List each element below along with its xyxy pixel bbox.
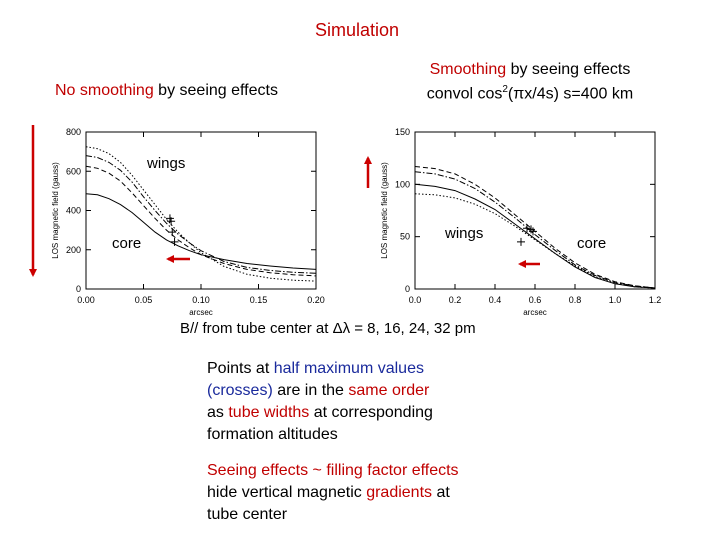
y-tick-label: 150 xyxy=(395,127,410,137)
series-line-24-pm xyxy=(85,165,317,277)
core-label-left: core xyxy=(112,235,142,252)
left-label-prefix: No xyxy=(55,82,80,99)
y-tick-label: 100 xyxy=(395,179,410,189)
half-max-cross xyxy=(517,237,525,246)
y-tick-label: 200 xyxy=(66,245,81,255)
right-label-suffix: by seeing effects xyxy=(506,61,631,78)
series-line-16-pm xyxy=(414,171,656,289)
half-max-cross xyxy=(527,225,535,234)
series-line-16-pm xyxy=(85,155,317,274)
chart-caption: B// from tube center at Δλ = 8, 16, 24, … xyxy=(180,320,476,337)
note1-line3: as tube widths at corresponding xyxy=(207,402,507,424)
right-label-formula: convol cos xyxy=(426,85,503,103)
x-tick-label: 1.0 xyxy=(609,295,622,305)
note1-text: at corresponding xyxy=(309,404,433,421)
series-line-8-pm xyxy=(85,193,317,270)
plot-frame xyxy=(85,131,317,290)
left-label-suffix: by seeing effects xyxy=(153,82,278,99)
right-label-params: (πx/4s) s=400 km xyxy=(507,85,634,103)
left-plot-label: No smoothing by seeing effects xyxy=(55,82,278,100)
x-axis-label: arcsec xyxy=(523,308,547,317)
y-tick-label: 600 xyxy=(66,166,81,176)
half-max-cross xyxy=(523,224,531,233)
y-axis-label: LOS magnetic field (gauss) xyxy=(51,162,60,259)
note1-line4: formation altitudes xyxy=(207,426,338,443)
note1-tube-widths: tube widths xyxy=(228,404,310,421)
right-label-line1: Smoothing by seeing effects xyxy=(395,60,665,80)
y-tick-label: 800 xyxy=(66,127,81,137)
note1-line2: (crosses) are in the same order xyxy=(207,380,507,402)
left-label-highlight: smoothing xyxy=(79,82,154,99)
note-half-maximum: Points at half maximum values (crosses) … xyxy=(207,358,507,446)
x-tick-label: 0.6 xyxy=(529,295,542,305)
page-title: Simulation xyxy=(314,20,400,40)
y-tick-label: 0 xyxy=(405,284,410,294)
right-label-exponent: 2 xyxy=(502,84,508,95)
note2-text: hide vertical magnetic xyxy=(207,484,367,501)
right-chart: 0.0 0.2 0.4 0.6 0.8 1.0 1.2 0 50 100 150 arcsec LOS … xyxy=(380,127,661,317)
right-label-highlight: Smoothing xyxy=(429,61,507,78)
x-tick-label: 1.2 xyxy=(649,295,662,305)
half-max-cross xyxy=(170,237,179,246)
note1-text: are in the xyxy=(272,382,349,399)
x-tick-label: 0.2 xyxy=(449,295,462,305)
x-tick-label: 0.4 xyxy=(489,295,502,305)
note2-gradients: gradients xyxy=(366,484,433,501)
note1-line1: Points at half maximum values xyxy=(207,358,507,380)
y-axis-label: LOS magnetic field (gauss) xyxy=(380,162,389,259)
note2-text: at xyxy=(432,484,450,501)
x-tick-label: 0.20 xyxy=(307,295,325,305)
core-label-right: core xyxy=(577,235,607,252)
x-tick-label: 0.05 xyxy=(135,295,153,305)
half-max-cross xyxy=(529,227,537,236)
note1-crosses: (crosses) xyxy=(207,382,273,399)
right-plot-label: Smoothing by seeing effects convol cos2(… xyxy=(395,60,665,104)
x-axis-label: arcsec xyxy=(189,308,213,317)
x-tick-label: 0.00 xyxy=(77,295,95,305)
note1-text: as xyxy=(207,404,229,421)
note2-line3: tube center xyxy=(207,506,288,523)
y-tick-label: 400 xyxy=(66,206,81,216)
note2-line1: Seeing effects ~ filling factor effects xyxy=(207,462,459,479)
note1-half-max: half maximum values xyxy=(273,360,424,377)
plot-frame xyxy=(414,131,656,290)
wings-label-left: wings xyxy=(147,155,186,172)
note-seeing-effects: Seeing effects ~ filling factor effects … xyxy=(207,460,507,526)
series-line-32-pm xyxy=(85,146,317,282)
note2-line2: hide vertical magnetic gradients at xyxy=(207,482,507,504)
x-tick-label: 0.10 xyxy=(192,295,210,305)
x-tick-label: 0.15 xyxy=(250,295,268,305)
series-line-8-pm xyxy=(414,183,656,289)
left-chart: 0.00 0.05 0.10 0.15 0.20 0 200 400 600 800 arcsec L… xyxy=(51,127,325,317)
y-tick-label: 0 xyxy=(76,284,81,294)
y-tick-label: 50 xyxy=(400,232,410,242)
x-tick-label: 0.0 xyxy=(409,295,422,305)
half-max-cross xyxy=(168,228,177,237)
half-max-cross xyxy=(167,217,176,226)
note1-same-order: same order xyxy=(348,382,430,399)
note1-text: Points at xyxy=(207,360,274,377)
right-label-line2: convol cos2(πx/4s) s=400 km xyxy=(395,80,665,104)
x-tick-label: 0.8 xyxy=(569,295,582,305)
wings-label-right: wings xyxy=(445,225,484,242)
